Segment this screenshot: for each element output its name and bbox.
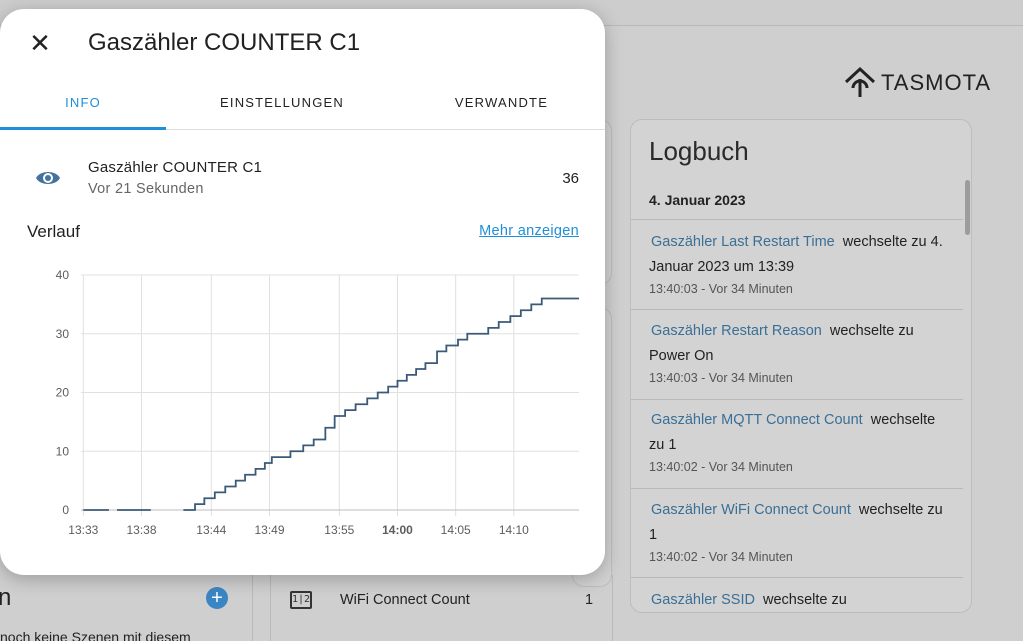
y-tick-label: 10 xyxy=(56,444,70,458)
logbook-entry-text: wechselte zu Power On xyxy=(649,323,914,364)
column-divider xyxy=(252,575,253,641)
x-tick-label: 13:44 xyxy=(196,523,226,537)
logo-text: TASMOTA xyxy=(881,70,992,95)
column-divider xyxy=(270,575,271,641)
y-tick-label: 40 xyxy=(56,268,70,282)
logbook-date: 4. Januar 2023 xyxy=(649,192,746,208)
divider xyxy=(631,309,963,310)
divider xyxy=(631,488,963,489)
y-tick-label: 30 xyxy=(56,327,70,341)
x-tick-label: 14:05 xyxy=(441,523,471,537)
logbook-entry-time: 13:40:02 - Vor 34 Minuten xyxy=(649,550,793,564)
logbook-entry-text: wechselte zu 1 xyxy=(649,412,936,453)
logbook-entry-text: wechselte zu 4. Januar 2023 um 13:39 xyxy=(649,234,943,275)
plus-circle-icon[interactable]: + xyxy=(206,587,228,609)
logbook-entry-time: 13:40:03 - Vor 34 Minuten xyxy=(649,282,793,296)
logbook-scrollbar[interactable] xyxy=(965,180,970,235)
scenes-empty-text: noch keine Szenen mit diesem xyxy=(0,629,191,641)
close-icon[interactable]: ✕ xyxy=(29,28,51,58)
tab-verwandte[interactable]: VERWANDTE xyxy=(454,95,549,110)
divider xyxy=(631,577,963,578)
more-info-dialog: ✕ Gaszähler COUNTER C1 INFO EINSTELLUNGE… xyxy=(0,9,605,575)
logbook-entry: Gaszähler Restart Reason wechselte zu Po… xyxy=(649,319,954,387)
x-tick-label: 13:55 xyxy=(324,523,354,537)
divider xyxy=(631,399,963,400)
series-line xyxy=(183,297,579,511)
divider xyxy=(631,219,963,220)
scenes-card-title: n xyxy=(0,584,12,611)
logbook-entity-link[interactable]: Gaszähler MQTT Connect Count xyxy=(651,412,863,428)
logbook-entity-link[interactable]: Gaszähler Last Restart Time xyxy=(651,234,835,250)
logbook-entry-text: wechselte zu xyxy=(763,592,847,608)
wifi-connect-count-value: 1 xyxy=(585,592,594,608)
y-tick-label: 0 xyxy=(62,503,69,517)
entity-last-changed: Vor 21 Sekunden xyxy=(88,181,204,197)
logbook-entry: Gaszähler SSID wechselte zu xyxy=(649,588,954,612)
history-chart[interactable]: 0 10 20 30 40 13:33 13:38 13:44 13:49 13:55 14:00 1… xyxy=(0,249,605,549)
x-tick-label: 14:10 xyxy=(499,523,529,537)
logbook-entity-link[interactable]: Gaszähler SSID xyxy=(651,592,755,608)
logbook-card: Logbuch 4. Januar 2023 Gaszähler Last Re… xyxy=(630,119,972,613)
logbook-entity-link[interactable]: Gaszähler WiFi Connect Count xyxy=(651,502,851,518)
x-tick-label: 13:49 xyxy=(254,523,284,537)
dialog-title: Gaszähler COUNTER C1 xyxy=(88,29,361,56)
logbook-entity-link[interactable]: Gaszähler Restart Reason xyxy=(651,323,822,339)
eye-icon xyxy=(36,172,60,184)
active-tab-indicator xyxy=(0,127,166,130)
tab-einstellungen[interactable]: EINSTELLUNGEN xyxy=(220,95,344,110)
y-tick-label: 20 xyxy=(56,386,70,400)
entity-state: 36 xyxy=(562,170,579,187)
tab-info[interactable]: INFO xyxy=(65,95,101,110)
logbook-entry: Gaszähler MQTT Connect Count wechselte z… xyxy=(649,408,954,476)
tasmota-logo: TASMOTA xyxy=(843,66,991,100)
logbook-entry: Gaszähler Last Restart Time wechselte zu… xyxy=(649,230,954,298)
x-tick-label: 13:33 xyxy=(68,523,98,537)
logbook-entry-text: wechselte zu 1 xyxy=(649,502,943,543)
dialog-tabs: INFO EINSTELLUNGEN VERWANDTE xyxy=(0,79,605,130)
history-title: Verlauf xyxy=(27,222,80,241)
wifi-connect-count-label[interactable]: WiFi Connect Count xyxy=(340,592,470,608)
logbook-entry: Gaszähler WiFi Connect Count wechselte z… xyxy=(649,498,954,566)
logbook-entry-time: 13:40:03 - Vor 34 Minuten xyxy=(649,371,793,385)
counter-icon: 1|2 xyxy=(290,591,312,609)
show-more-link[interactable]: Mehr anzeigen xyxy=(479,223,579,239)
entity-row[interactable]: Gaszähler COUNTER C1 Vor 21 Sekunden 36 xyxy=(0,149,605,209)
tasmota-logo-icon xyxy=(844,66,876,97)
logbook-title: Logbuch xyxy=(649,136,749,166)
logbook-entry-time: 13:40:02 - Vor 34 Minuten xyxy=(649,460,793,474)
x-tick-label: 13:38 xyxy=(126,523,156,537)
column-divider xyxy=(612,575,613,641)
x-tick-label: 14:00 xyxy=(382,523,413,537)
entity-name: Gaszähler COUNTER C1 xyxy=(88,159,263,176)
